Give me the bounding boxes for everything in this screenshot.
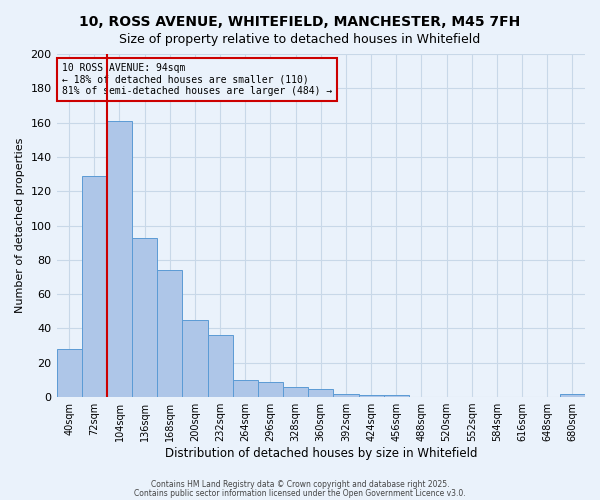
Text: Contains public sector information licensed under the Open Government Licence v3: Contains public sector information licen… [134,488,466,498]
Bar [258,382,283,397]
Bar [132,238,157,397]
Bar [208,336,233,397]
Text: 10 ROSS AVENUE: 94sqm
← 18% of detached houses are smaller (110)
81% of semi-det: 10 ROSS AVENUE: 94sqm ← 18% of detached … [62,62,332,96]
Bar [182,320,208,397]
Text: Size of property relative to detached houses in Whitefield: Size of property relative to detached ho… [119,32,481,46]
Y-axis label: Number of detached properties: Number of detached properties [15,138,25,313]
X-axis label: Distribution of detached houses by size in Whitefield: Distribution of detached houses by size … [164,447,477,460]
Bar [308,388,334,397]
Bar [359,396,383,397]
Text: 10, ROSS AVENUE, WHITEFIELD, MANCHESTER, M45 7FH: 10, ROSS AVENUE, WHITEFIELD, MANCHESTER,… [79,15,521,29]
Bar [283,387,308,397]
Bar [383,396,409,397]
Bar [107,121,132,397]
Bar [233,380,258,397]
Bar [560,394,585,397]
Text: Contains HM Land Registry data © Crown copyright and database right 2025.: Contains HM Land Registry data © Crown c… [151,480,449,489]
Bar [157,270,182,397]
Bar [334,394,359,397]
Bar [56,349,82,397]
Bar [82,176,107,397]
